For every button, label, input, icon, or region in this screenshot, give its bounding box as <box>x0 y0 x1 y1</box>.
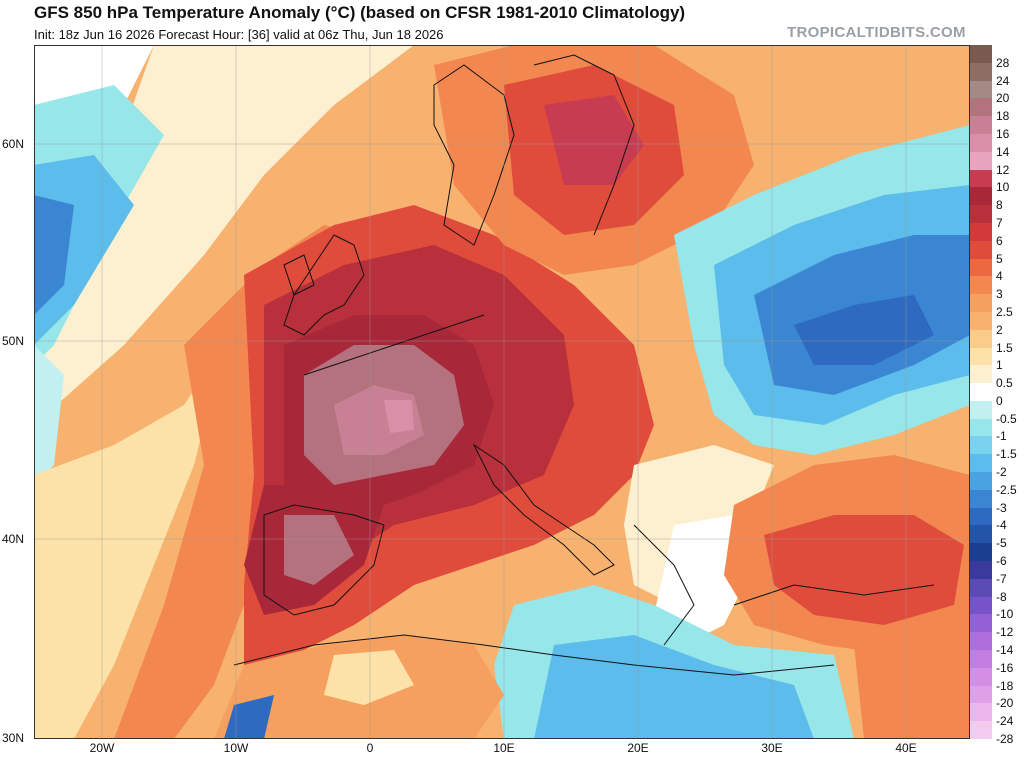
legend-swatch <box>970 667 992 687</box>
legend-swatch <box>970 151 992 171</box>
legend-swatch <box>970 454 992 473</box>
legend-level-label: 1.5 <box>996 340 1013 355</box>
lon-label-40e: 40E <box>895 741 917 755</box>
legend-level-label: -3 <box>996 500 1007 515</box>
legend-level-label: -1.5 <box>996 447 1017 462</box>
legend-swatch <box>970 507 992 526</box>
legend-level-label: 3 <box>996 287 1003 302</box>
legend-level-label: -18 <box>996 678 1014 693</box>
legend-swatch <box>970 383 992 402</box>
lon-label-30e: 30E <box>761 741 783 755</box>
legend-swatch <box>970 472 992 491</box>
legend-level-label: 7 <box>996 215 1003 230</box>
lon-label-10e: 10E <box>493 741 515 755</box>
lat-label-50n: 50N <box>2 334 25 348</box>
legend-level-label: -28 <box>996 732 1014 746</box>
legend-swatch <box>970 45 992 64</box>
legend-swatch <box>970 133 992 153</box>
legend-level-label: -5 <box>996 536 1007 551</box>
legend-level-label: -7 <box>996 571 1007 586</box>
legend-swatch <box>970 276 992 295</box>
legend-level-label: -14 <box>996 643 1014 658</box>
legend-swatch <box>970 205 992 224</box>
map-title: GFS 850 hPa Temperature Anomaly (°C) (ba… <box>34 3 686 22</box>
lon-label-0: 0 <box>366 741 374 755</box>
legend-swatch <box>970 169 992 188</box>
legend-swatch <box>970 578 992 598</box>
legend-level-label: -8 <box>996 589 1007 604</box>
legend-swatch <box>970 525 992 544</box>
legend-level-label: -2 <box>996 465 1007 480</box>
legend-level-label: 20 <box>996 91 1010 106</box>
lon-label-20e: 20E <box>627 741 649 755</box>
legend-swatch <box>970 258 992 277</box>
color-legend: 28 24 20 18 16 14 12 10 8 7 6 5 4 3 2.5 2 1.5 1 0.5 0 -0.5 -1… <box>970 45 1024 746</box>
legend-swatch <box>970 561 992 580</box>
legend-level-label: 4 <box>996 269 1003 284</box>
legend-swatch <box>970 436 992 455</box>
legend-level-label: -16 <box>996 660 1014 675</box>
legend-level-label: -2.5 <box>996 482 1017 497</box>
legend-swatch <box>970 98 992 117</box>
lon-label-20w: 20W <box>89 741 115 755</box>
legend-level-label: -1 <box>996 429 1007 444</box>
lat-label-30n: 30N <box>2 731 25 745</box>
lon-label-10w: 10W <box>223 741 249 755</box>
brand-watermark: TROPICALTIDBITS.COM <box>787 24 966 41</box>
legend-swatch <box>970 222 992 242</box>
legend-level-label: 0 <box>996 393 1003 408</box>
legend-level-label: -24 <box>996 714 1014 729</box>
legend-swatch <box>970 543 992 562</box>
legend-level-label: 10 <box>996 180 1010 195</box>
legend-swatch <box>970 703 992 722</box>
legend-swatch <box>970 596 992 615</box>
legend-level-label: -4 <box>996 518 1007 533</box>
legend-level-label: -12 <box>996 625 1014 640</box>
lat-label-40n: 40N <box>2 532 25 546</box>
legend-swatch <box>970 347 992 366</box>
legend-level-label: 1 <box>996 358 1003 373</box>
legend-level-label: 12 <box>996 162 1010 177</box>
legend-swatch <box>970 311 992 331</box>
legend-level-label: 8 <box>996 198 1003 213</box>
legend-swatch <box>970 329 992 348</box>
legend-swatch <box>970 650 992 669</box>
legend-level-label: 0.5 <box>996 376 1013 391</box>
legend-swatch <box>970 294 992 313</box>
legend-level-label: -0.5 <box>996 411 1017 426</box>
legend-level-label: 16 <box>996 126 1010 141</box>
legend-swatch <box>970 685 992 704</box>
legend-swatch <box>970 80 992 99</box>
legend-swatch <box>970 62 992 82</box>
anomaly-map <box>34 45 970 739</box>
legend-level-label: 28 <box>996 55 1010 70</box>
legend-swatch <box>970 400 992 420</box>
legend-level-label: -6 <box>996 554 1007 569</box>
legend-swatch <box>970 240 992 260</box>
legend-swatch <box>970 418 992 437</box>
legend-level-label: 2.5 <box>996 304 1013 319</box>
legend-swatch <box>970 489 992 509</box>
legend-swatch <box>970 632 992 651</box>
legend-swatch <box>970 721 992 740</box>
legend-level-label: -10 <box>996 607 1014 622</box>
legend-level-label: 14 <box>996 144 1010 159</box>
legend-level-label: 18 <box>996 109 1010 124</box>
legend-swatch <box>970 116 992 135</box>
legend-level-label: -20 <box>996 696 1014 711</box>
legend-swatch <box>970 365 992 384</box>
legend-swatch <box>970 187 992 206</box>
forecast-info: Init: 18z Jun 16 2026 Forecast Hour: [36… <box>34 27 444 42</box>
legend-level-label: 6 <box>996 233 1003 248</box>
lat-label-60n: 60N <box>2 137 25 151</box>
legend-swatch <box>970 614 992 633</box>
legend-level-label: 24 <box>996 73 1010 88</box>
legend-level-label: 2 <box>996 322 1003 337</box>
legend-level-label: 5 <box>996 251 1003 266</box>
